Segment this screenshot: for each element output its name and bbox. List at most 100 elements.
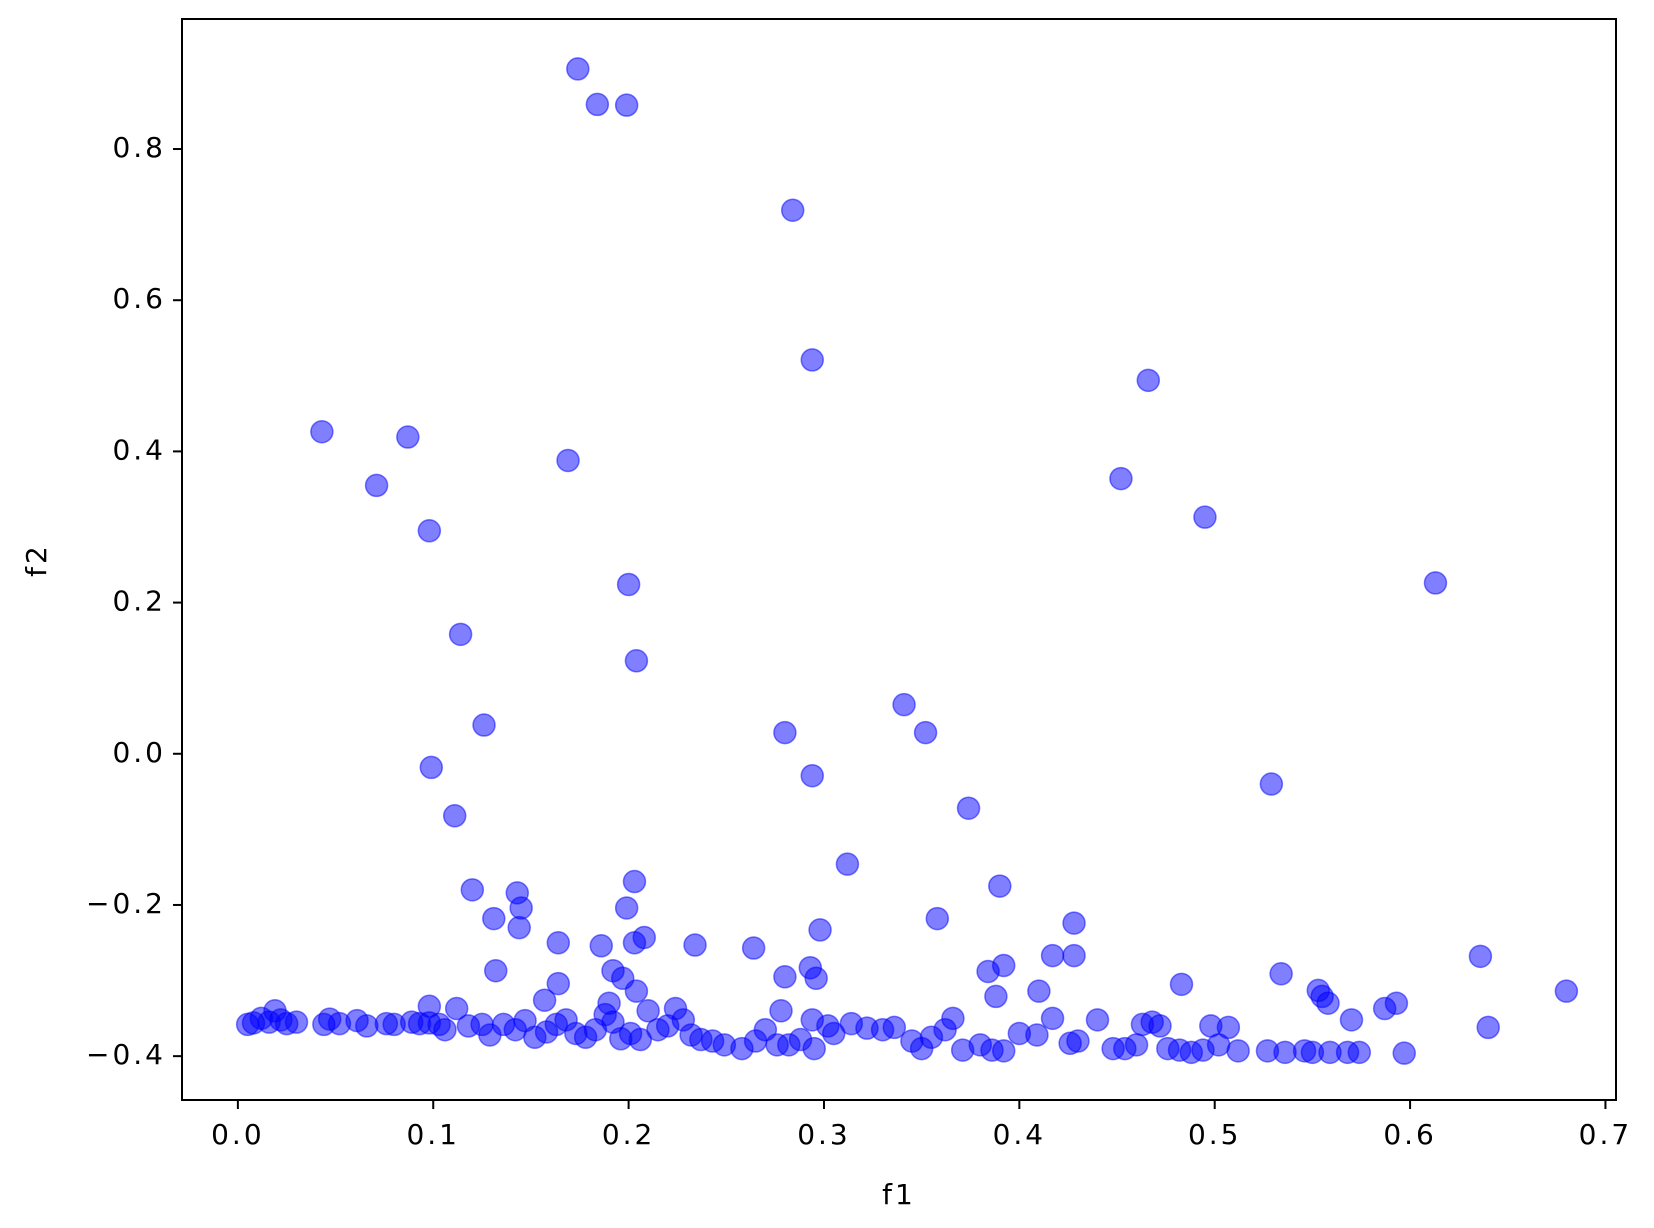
scatter-point	[460, 878, 485, 902]
scatter-point	[1392, 1041, 1416, 1065]
x-tick-label: 0.4	[993, 1118, 1047, 1151]
scatter-point	[546, 971, 571, 996]
x-tick-label: 0.3	[797, 1118, 851, 1151]
scatter-point	[773, 720, 797, 745]
x-tick-label: 0.5	[1188, 1118, 1242, 1151]
scatter-point	[1226, 1039, 1250, 1063]
scatter-point	[1476, 1015, 1500, 1040]
x-tick-label: 0.7	[1579, 1118, 1633, 1151]
scatter-point	[419, 755, 444, 780]
scatter-point	[1193, 505, 1217, 529]
scatter-point	[984, 984, 1008, 1009]
scatter-point	[532, 988, 557, 1012]
scatter-point	[1269, 962, 1293, 986]
scatter-point	[624, 649, 649, 673]
scatter-point	[808, 918, 832, 942]
scatter-point	[991, 1039, 1016, 1063]
scatter-point	[769, 999, 793, 1023]
scatter-point	[636, 999, 660, 1023]
scatter-point	[1554, 979, 1579, 1003]
scatter-point	[1124, 1033, 1149, 1057]
scatter-point	[355, 1014, 379, 1038]
x-tick-label: 0.2	[602, 1118, 656, 1151]
scatter-point	[941, 1006, 965, 1031]
scatter-point	[614, 896, 639, 920]
scatter-point	[780, 198, 805, 223]
scatter-point	[622, 931, 647, 955]
scatter-point	[1339, 1008, 1364, 1032]
x-axis-label: f1	[882, 1178, 916, 1211]
x-tick-label: 0.6	[1383, 1118, 1437, 1151]
scatter-point	[683, 933, 707, 957]
scatter-point	[472, 713, 496, 737]
scatter-point	[624, 979, 649, 1003]
scatter-point	[433, 1017, 457, 1042]
y-tick-label: 0.6	[112, 282, 166, 315]
y-tick-label: −0.4	[86, 1038, 166, 1071]
scatter-point	[628, 1027, 653, 1052]
scatter-point	[482, 906, 506, 931]
scatter-point	[1136, 368, 1161, 393]
scatter-point	[546, 931, 571, 955]
scatter-point	[800, 763, 825, 788]
scatter-point	[284, 1010, 309, 1034]
scatter-point	[804, 966, 828, 991]
scatter-point	[925, 906, 950, 931]
scatter-point	[1423, 571, 1448, 595]
scatter-point	[913, 720, 938, 745]
scatter-point	[616, 572, 641, 597]
y-tick-label: 0.4	[112, 433, 166, 466]
scatter-point	[773, 965, 797, 989]
scatter-point	[448, 622, 473, 647]
scatter-point	[484, 958, 508, 983]
scatter-point	[821, 1021, 846, 1046]
scatter-point	[1316, 991, 1340, 1015]
scatter-point	[417, 519, 442, 543]
scatter-point	[364, 473, 389, 498]
scatter-point	[589, 934, 614, 958]
scatter-point	[1040, 943, 1065, 968]
scatter-point	[835, 852, 860, 876]
scatter-point	[509, 896, 533, 920]
scatter-point	[956, 796, 981, 820]
scatter-point	[1273, 1040, 1297, 1065]
scatter-point	[1085, 1008, 1110, 1032]
scatter-point	[1372, 996, 1397, 1021]
scatter-point	[1025, 1023, 1049, 1047]
scatter-point	[1066, 1029, 1090, 1053]
scatter-point	[1062, 943, 1086, 968]
scatter-point	[310, 419, 334, 444]
scatter-point	[442, 804, 467, 828]
scatter-point	[1109, 466, 1133, 491]
scatter-point	[622, 869, 647, 894]
scatter-point	[1040, 1006, 1065, 1031]
plot-frame	[181, 18, 1617, 1101]
scatter-point	[892, 692, 916, 717]
y-tick-label: 0.0	[112, 736, 166, 769]
scatter-point	[507, 915, 531, 940]
scatter-point	[614, 93, 639, 117]
x-tick-label: 0.0	[211, 1118, 265, 1151]
scatter-point	[882, 1015, 907, 1040]
scatter-point	[556, 448, 580, 473]
scatter-point	[1148, 1014, 1172, 1038]
scatter-point	[444, 996, 469, 1021]
scatter-point	[991, 953, 1016, 978]
scatter-point	[988, 874, 1012, 898]
scatter-point	[802, 1036, 826, 1061]
scatter-point	[1169, 972, 1194, 997]
scatter-point	[585, 92, 610, 117]
scatter-point	[396, 425, 420, 449]
scatter-point	[741, 936, 766, 960]
scatter-point	[800, 348, 825, 372]
scatter-point	[1347, 1040, 1372, 1065]
y-tick-label: 0.2	[112, 585, 166, 618]
scatter-point	[1468, 944, 1493, 969]
scatter-point	[1027, 979, 1051, 1003]
scatter-point	[1062, 911, 1086, 935]
y-axis-label: f2	[20, 543, 53, 577]
y-tick-label: −0.2	[86, 887, 166, 920]
scatter-point	[566, 57, 590, 81]
